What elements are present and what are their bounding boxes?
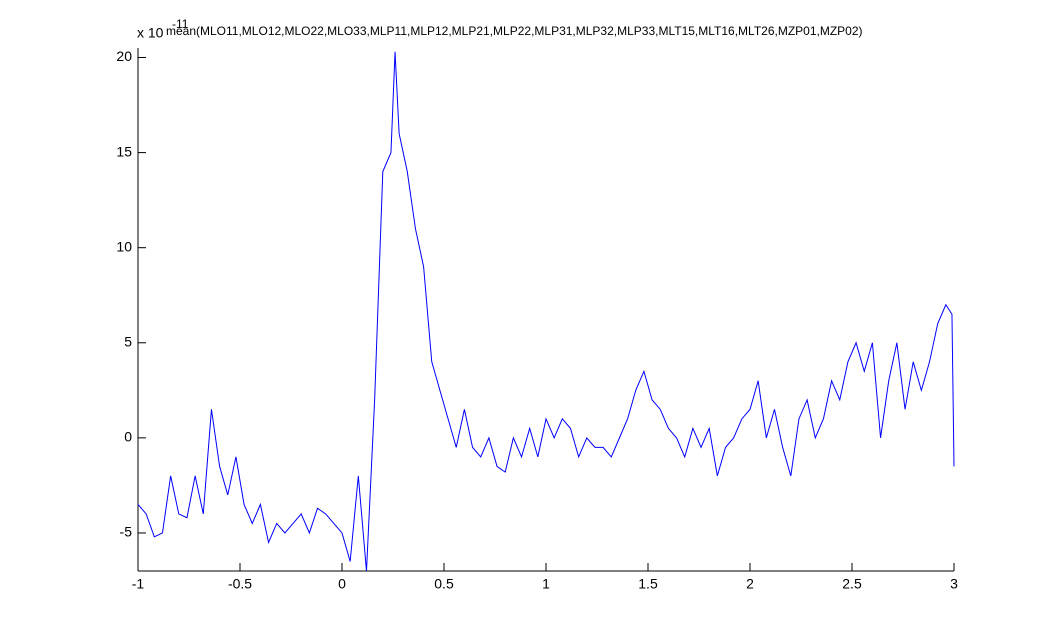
y-tick-label: 0 <box>124 429 132 445</box>
y-tick-label: 20 <box>116 48 132 64</box>
x-tick-label: 0 <box>338 576 346 592</box>
chart-title: mean(MLO11,MLO12,MLO22,MLO33,MLP11,MLP12… <box>166 24 863 38</box>
x-tick-label: 3 <box>950 576 958 592</box>
y-tick-label: 10 <box>116 238 132 254</box>
y-tick-label: 5 <box>124 333 132 349</box>
x-tick-label: 1.5 <box>638 576 658 592</box>
x-tick-label: 2 <box>746 576 754 592</box>
x-tick-label: 1 <box>542 576 550 592</box>
x-tick-label: -0.5 <box>228 576 252 592</box>
data-line <box>137 51 955 572</box>
y-exponent-base: x 10 <box>137 25 164 41</box>
x-tick-label: -1 <box>132 576 145 592</box>
x-tick-label: 0.5 <box>434 576 454 592</box>
y-tick-label: -5 <box>120 524 133 540</box>
x-tick-label: 2.5 <box>842 576 862 592</box>
y-exponent: -11 <box>172 17 189 31</box>
y-tick-label: 15 <box>116 143 132 159</box>
